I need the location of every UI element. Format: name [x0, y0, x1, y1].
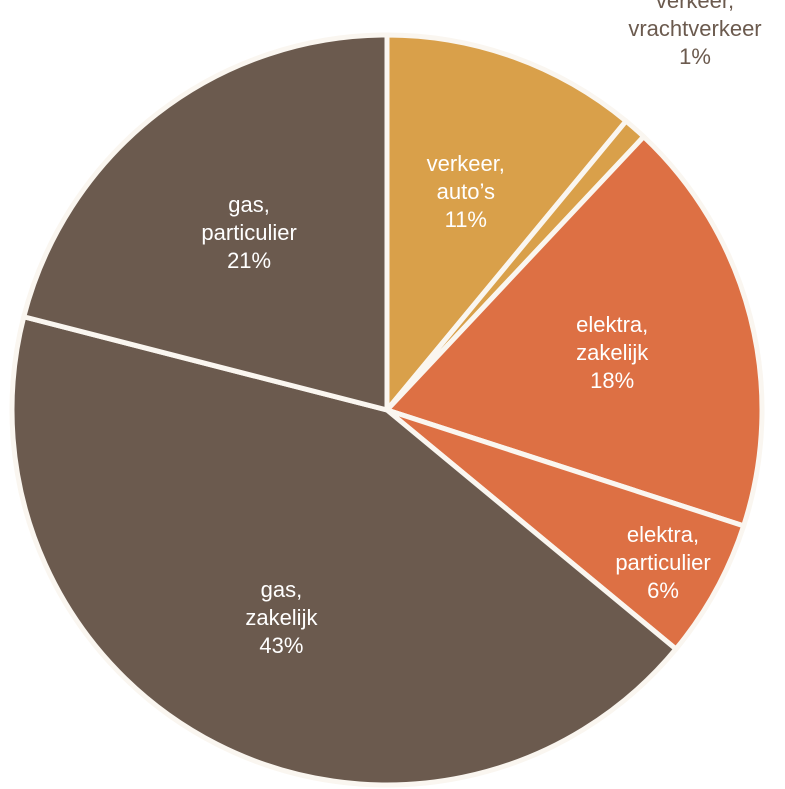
- slice-percent-label: 21%: [227, 248, 271, 273]
- slice-label-elektra-zakelijk: elektra, zakelijk 18%: [576, 312, 649, 393]
- slice-name-line: verkeer,: [656, 0, 734, 13]
- slice-name-line: gas,: [228, 192, 270, 217]
- pie-slice-gas-zakelijk: [9, 313, 680, 788]
- slice-percent-label: 18%: [590, 368, 634, 393]
- slice-label-gas-zakelijk: gas, zakelijk 43%: [245, 577, 318, 658]
- slice-name-line: vrachtverkeer: [628, 16, 761, 41]
- slice-percent-label: 1%: [679, 44, 711, 69]
- slice-percent-label: 6%: [647, 578, 679, 603]
- slice-name-line: zakelijk: [245, 605, 318, 630]
- slice-percent-label: 43%: [259, 633, 303, 658]
- pie-slice-elektra-zakelijk: [382, 133, 765, 530]
- slice-label-verkeer-auto-s: verkeer, auto’s 11%: [427, 151, 505, 232]
- pie-slice-verkeer-auto-s: [384, 32, 630, 417]
- slice-name-line: zakelijk: [576, 340, 649, 365]
- slice-name-line: gas,: [261, 577, 303, 602]
- slice-label-elektra-particulier: elektra, particulier 6%: [615, 522, 710, 603]
- slice-name-line: auto’s: [437, 179, 495, 204]
- slice-name-line: elektra,: [627, 522, 699, 547]
- pie-slice-elektra-particulier: [385, 407, 747, 653]
- slice-percent-label: 11%: [445, 207, 487, 232]
- slice-name-line: verkeer,: [427, 151, 505, 176]
- slice-label-gas-particulier: gas, particulier 21%: [201, 192, 296, 273]
- slice-name-line: particulier: [615, 550, 710, 575]
- slice-name-line: elektra,: [576, 312, 648, 337]
- slice-label-verkeer-vrachtverkeer: verkeer, vrachtverkeer 1%: [628, 0, 761, 69]
- slice-name-line: particulier: [201, 220, 296, 245]
- pie-slices: [9, 32, 765, 788]
- pie-slice-gas-particulier: [20, 32, 390, 414]
- pie-labels: verkeer, auto’s 11% verkeer, vrachtverkeer 1%…: [201, 0, 761, 658]
